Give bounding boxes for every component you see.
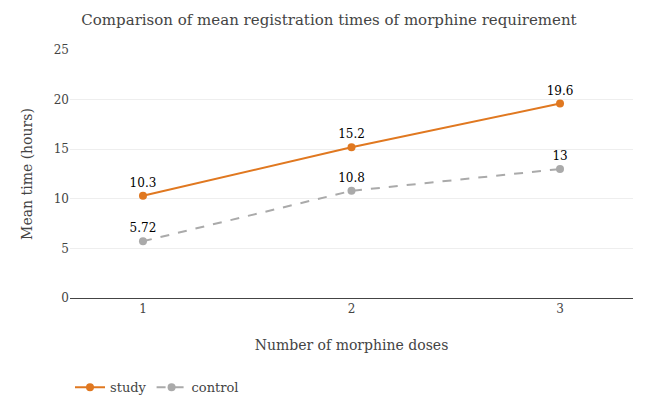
svg-text:5.72: 5.72 [130, 221, 157, 235]
svg-text:control: control [192, 380, 239, 395]
svg-text:15: 15 [54, 142, 69, 156]
svg-text:Mean time (hours): Mean time (hours) [19, 108, 35, 240]
svg-text:10.3: 10.3 [130, 176, 157, 190]
svg-text:3: 3 [556, 302, 564, 316]
svg-text:19.6: 19.6 [547, 84, 574, 98]
svg-text:20: 20 [54, 93, 69, 107]
svg-text:5: 5 [61, 242, 69, 256]
svg-text:2: 2 [348, 302, 356, 316]
svg-text:1: 1 [139, 302, 147, 316]
svg-text:Comparison of mean registratio: Comparison of mean registration times of… [81, 11, 576, 29]
svg-text:15.2: 15.2 [338, 127, 365, 141]
svg-text:10.8: 10.8 [338, 171, 365, 185]
svg-text:Number of morphine doses: Number of morphine doses [255, 337, 449, 353]
svg-text:study: study [110, 380, 147, 395]
svg-text:10: 10 [54, 192, 69, 206]
svg-text:25: 25 [54, 43, 69, 57]
svg-text:0: 0 [61, 291, 69, 305]
svg-text:13: 13 [552, 149, 567, 163]
